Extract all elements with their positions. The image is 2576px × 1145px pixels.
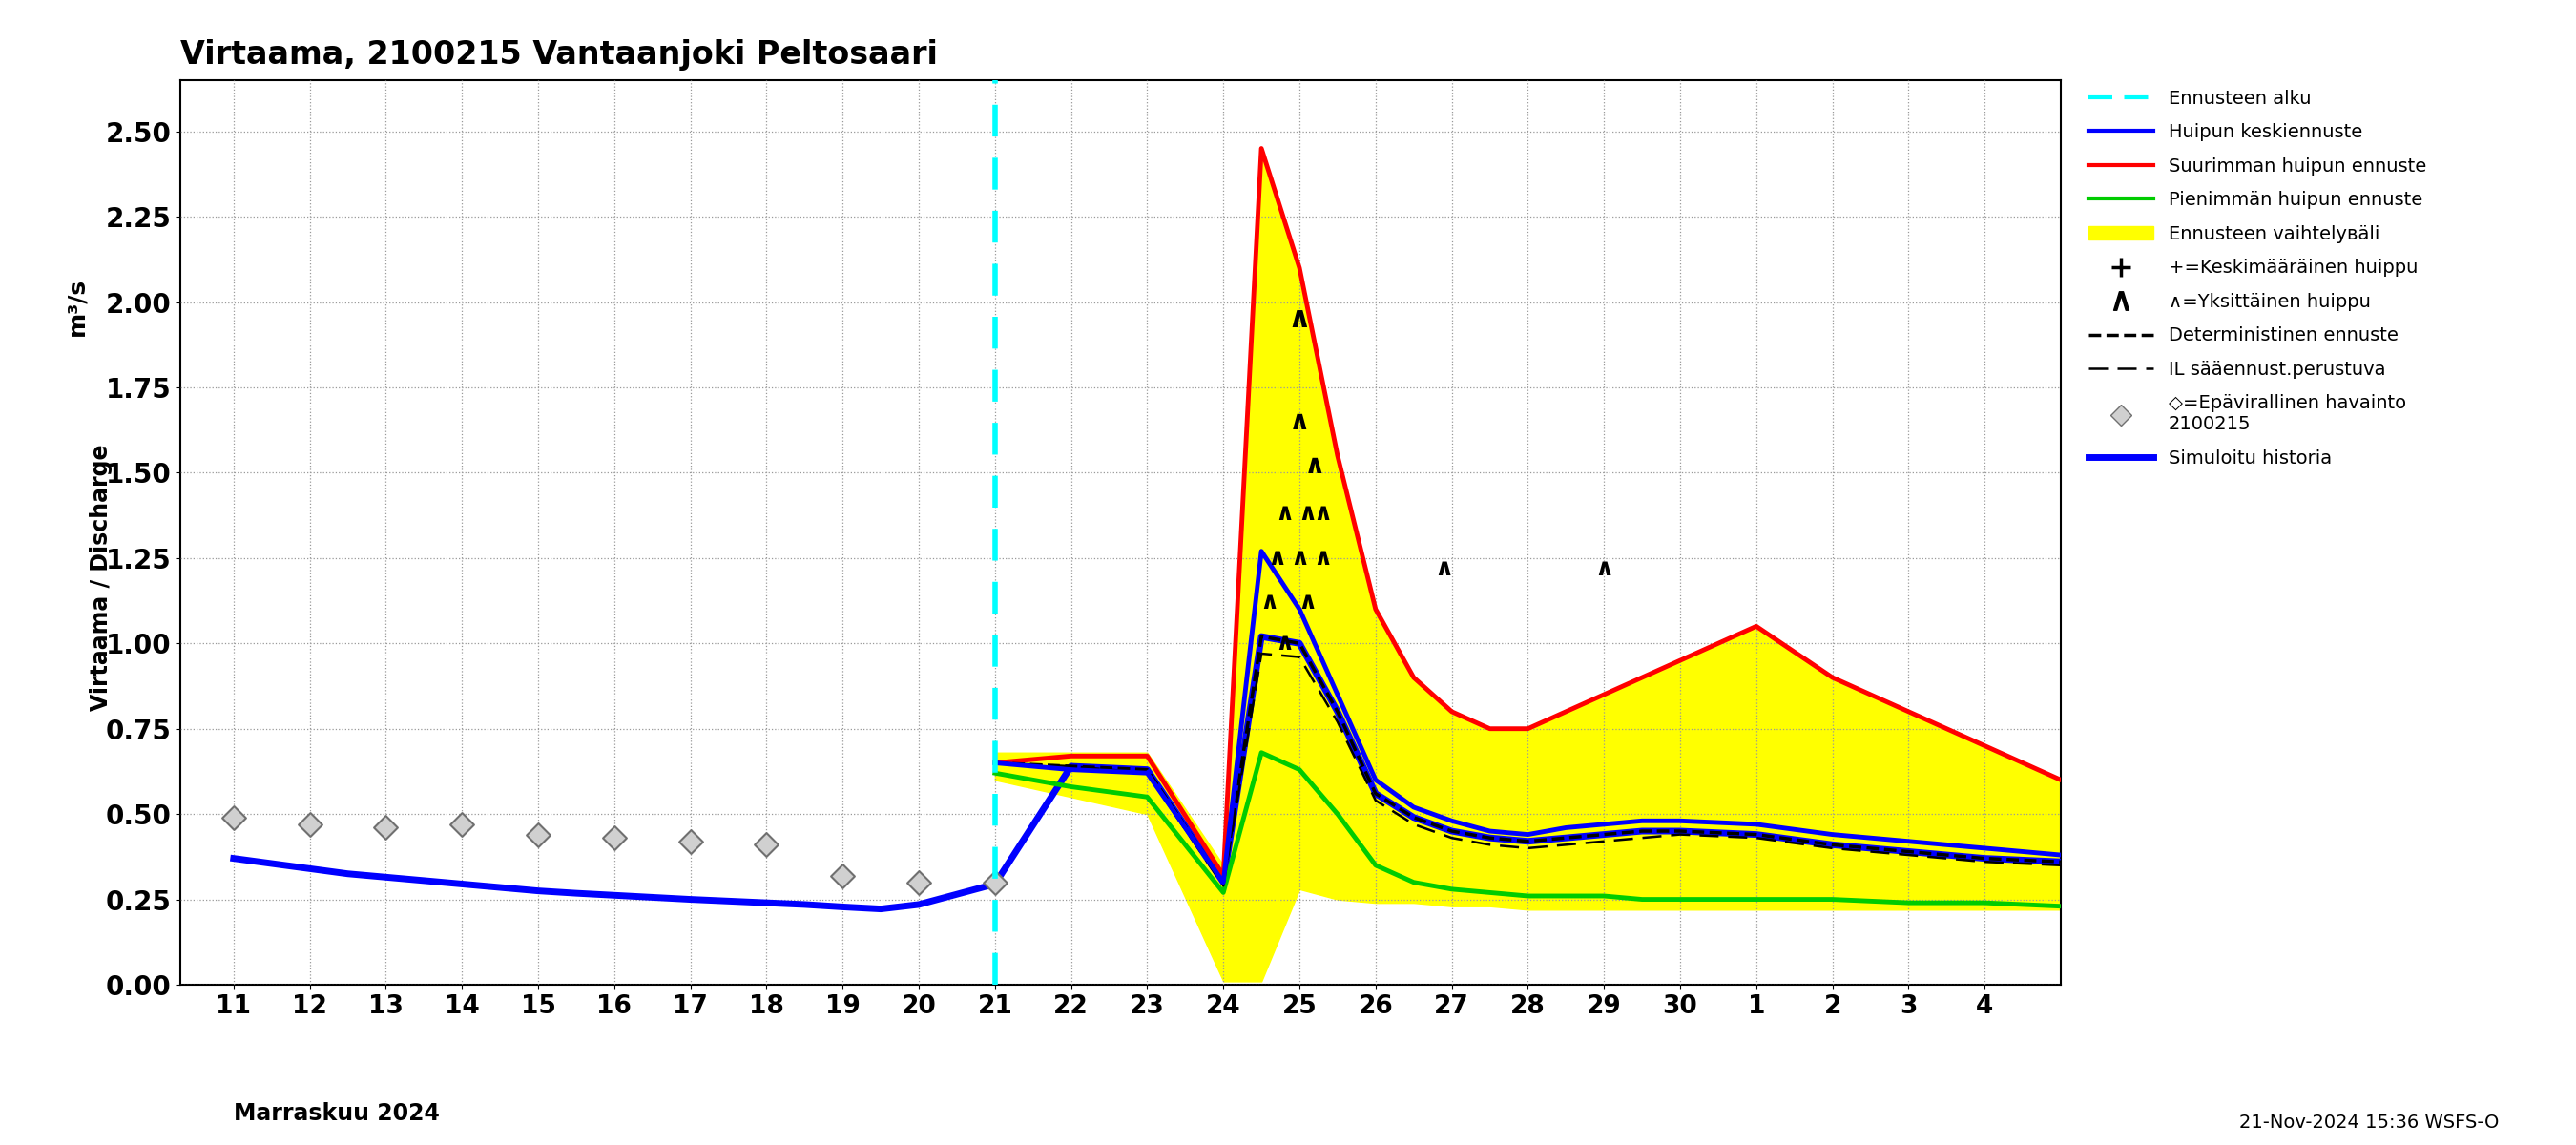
Point bbox=[592, 829, 634, 847]
Point bbox=[670, 832, 711, 851]
Text: ∧: ∧ bbox=[1275, 632, 1293, 655]
Point bbox=[366, 819, 407, 837]
Text: ∧: ∧ bbox=[1260, 591, 1278, 614]
Text: ∧: ∧ bbox=[1303, 452, 1327, 480]
Text: ∧: ∧ bbox=[1314, 503, 1332, 526]
Legend: Ennusteen alku, Huipun keskiennuste, Suurimman huipun ennuste, Pienimmän huipun : Ennusteen alku, Huipun keskiennuste, Suu… bbox=[2081, 82, 2434, 475]
Text: Virtaama / Discharge: Virtaama / Discharge bbox=[90, 444, 113, 711]
Text: ∧: ∧ bbox=[1298, 591, 1316, 614]
Point bbox=[822, 867, 863, 885]
Text: ∧: ∧ bbox=[1314, 546, 1332, 569]
Text: ∧: ∧ bbox=[1435, 556, 1453, 579]
Text: 21-Nov-2024 15:36 WSFS-O: 21-Nov-2024 15:36 WSFS-O bbox=[2239, 1113, 2499, 1131]
Point bbox=[518, 826, 559, 844]
Text: ∧: ∧ bbox=[1291, 546, 1309, 569]
Text: ∧: ∧ bbox=[1267, 546, 1285, 569]
Text: ∧: ∧ bbox=[1288, 408, 1311, 435]
Point bbox=[899, 874, 940, 892]
Text: Marraskuu 2024: Marraskuu 2024 bbox=[234, 1103, 440, 1126]
Text: m³/s: m³/s bbox=[64, 277, 88, 335]
Point bbox=[214, 808, 255, 827]
Text: ∧: ∧ bbox=[1298, 503, 1316, 526]
Text: Virtaama, 2100215 Vantaanjoki Peltosaari: Virtaama, 2100215 Vantaanjoki Peltosaari bbox=[180, 39, 938, 71]
Point bbox=[289, 815, 330, 834]
Point bbox=[747, 836, 788, 854]
Text: ∧: ∧ bbox=[1275, 503, 1293, 526]
Text: ∧: ∧ bbox=[1595, 556, 1613, 579]
Text: ∧: ∧ bbox=[1288, 306, 1311, 333]
Point bbox=[440, 815, 482, 834]
Point bbox=[974, 874, 1015, 892]
